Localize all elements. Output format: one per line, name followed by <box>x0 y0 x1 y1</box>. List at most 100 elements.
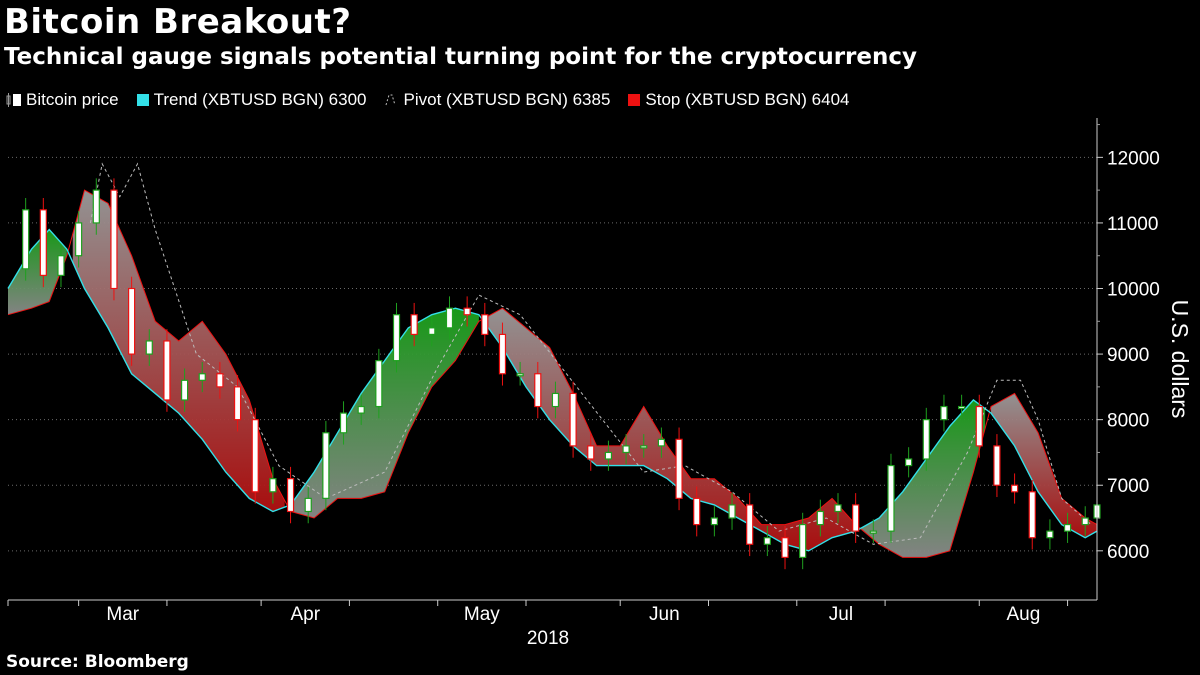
candle-body <box>481 314 489 336</box>
candle-body <box>75 222 83 257</box>
candle-body <box>940 405 948 421</box>
candle-body <box>710 517 718 526</box>
y-tick-label: 10000 <box>1107 280 1160 301</box>
candle-body <box>922 419 930 460</box>
candle-body <box>92 189 100 224</box>
candle-body <box>322 432 330 499</box>
y-tick-label: 7000 <box>1107 476 1149 497</box>
legend-item-stop: Stop (XBTUSD BGN) 6404 <box>628 90 849 110</box>
square-icon <box>136 94 149 106</box>
legend-label: Bitcoin price <box>26 90 119 109</box>
year-label: 2018 <box>527 628 569 649</box>
candle-body <box>110 189 118 290</box>
y-tick-label: 6000 <box>1107 542 1149 563</box>
candle-body <box>216 373 224 388</box>
bullish-band <box>290 308 479 519</box>
candle-body <box>357 405 365 414</box>
legend-item-bitcoin-price: Bitcoin price <box>6 90 119 110</box>
candle-body <box>304 497 312 513</box>
candle-body <box>1063 523 1072 532</box>
bearish-band <box>484 308 856 551</box>
candle-body <box>233 386 242 421</box>
square-icon <box>628 94 641 106</box>
candlestick-icon <box>6 93 22 107</box>
price-candles <box>22 178 1101 570</box>
y-tick-label: 9000 <box>1107 345 1149 366</box>
candle-body <box>1081 517 1089 526</box>
candle-body <box>39 209 47 276</box>
candle-body <box>22 209 30 270</box>
candle-body <box>816 510 824 526</box>
candle-body <box>799 523 807 558</box>
candle-body <box>587 445 595 460</box>
candle-body <box>852 504 860 532</box>
x-tick-label: Jul <box>829 604 853 625</box>
candle-body <box>534 373 542 408</box>
x-tick-label: May <box>464 604 500 625</box>
legend-item-pivot: Pivot (XBTUSD BGN) 6385 <box>385 90 611 110</box>
candle-body <box>375 360 383 408</box>
stop-line <box>7 189 1098 558</box>
candle-body <box>975 405 983 447</box>
candle-body <box>746 504 754 545</box>
candle-body <box>392 314 401 362</box>
candle-body <box>993 445 1001 486</box>
x-tick-label: Mar <box>106 604 139 625</box>
candle-body <box>198 373 206 381</box>
candle-body <box>675 438 683 499</box>
candle-body <box>958 405 966 410</box>
candle-body <box>463 307 471 316</box>
candle-body <box>763 537 771 545</box>
candle-body <box>1046 530 1054 539</box>
candle-body <box>657 438 666 447</box>
candle-body <box>905 458 913 467</box>
candle-body <box>145 340 153 355</box>
candle-body <box>410 314 418 336</box>
candle-body <box>163 340 171 401</box>
legend: Bitcoin price Trend (XBTUSD BGN) 6300 Pi… <box>6 90 867 110</box>
y-tick-label: 8000 <box>1107 411 1149 432</box>
legend-label: Trend (XBTUSD BGN) 6300 <box>153 90 367 109</box>
candle-body <box>128 287 136 355</box>
candle-body <box>781 537 789 558</box>
y-axis-title: U.S. dollars <box>1167 300 1193 419</box>
axes: 6000 7000 8000 9000 10000 11000 12000 Mar Apr May… <box>7 118 1193 649</box>
candle-body <box>269 478 277 493</box>
dashed-line-icon <box>385 93 399 107</box>
candle-body <box>604 451 613 460</box>
chart-subtitle: Technical gauge signals potential turnin… <box>4 44 918 70</box>
candle-body <box>834 504 842 513</box>
chart-title: Bitcoin Breakout? <box>4 2 352 42</box>
candle-body <box>339 412 348 434</box>
candle-body <box>498 333 507 375</box>
candle-body <box>869 530 877 534</box>
legend-item-trend: Trend (XBTUSD BGN) 6300 <box>136 90 367 110</box>
x-tick-label: Aug <box>1007 604 1041 625</box>
candle-body <box>516 373 524 377</box>
candle-body <box>445 307 454 329</box>
candle-body <box>180 379 189 401</box>
x-tick-label: Apr <box>290 604 320 625</box>
candle-body <box>622 445 630 454</box>
candle-body <box>1010 484 1019 493</box>
y-tick-label: 12000 <box>1107 148 1160 169</box>
candle-body <box>728 504 736 519</box>
source-note: Source: Bloomberg <box>6 652 189 672</box>
candle-body <box>286 478 295 513</box>
legend-label: Pivot (XBTUSD BGN) 6385 <box>403 90 611 109</box>
candle-body <box>640 445 648 449</box>
trend-stop-band <box>8 190 1097 558</box>
candle-body <box>1028 491 1036 539</box>
candle-body <box>887 464 895 532</box>
bearish-band <box>72 190 285 512</box>
candle-body <box>251 419 259 493</box>
candle-body <box>569 392 577 447</box>
bearish-band <box>991 393 1097 538</box>
candle-body <box>693 497 701 526</box>
candle-body <box>428 327 436 336</box>
x-tick-label: Jun <box>649 604 680 625</box>
legend-label: Stop (XBTUSD BGN) 6404 <box>645 90 850 109</box>
y-tick-label: 11000 <box>1107 214 1158 235</box>
candle-body <box>551 392 560 408</box>
